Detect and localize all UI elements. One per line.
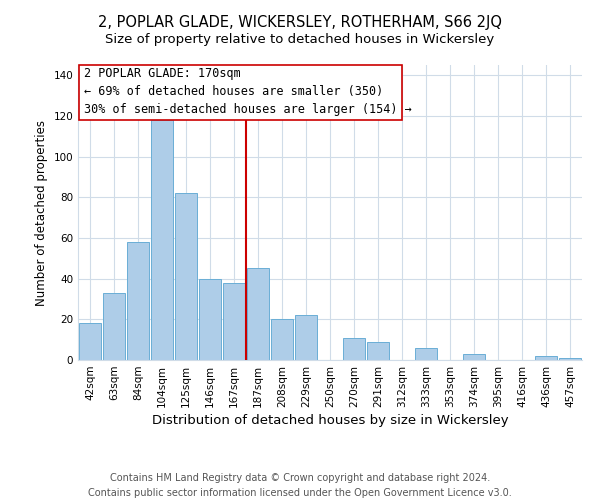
Bar bbox=[79, 324, 101, 360]
Text: 2 POPLAR GLADE: 170sqm
← 69% of detached houses are smaller (350)
30% of semi-de: 2 POPLAR GLADE: 170sqm ← 69% of detached… bbox=[84, 66, 412, 116]
Bar bbox=[343, 338, 365, 360]
Bar bbox=[127, 242, 149, 360]
Bar bbox=[559, 358, 581, 360]
Text: Size of property relative to detached houses in Wickersley: Size of property relative to detached ho… bbox=[106, 32, 494, 46]
Bar bbox=[415, 348, 437, 360]
Bar bbox=[367, 342, 389, 360]
Text: 2, POPLAR GLADE, WICKERSLEY, ROTHERHAM, S66 2JQ: 2, POPLAR GLADE, WICKERSLEY, ROTHERHAM, … bbox=[98, 15, 502, 30]
Text: Contains HM Land Registry data © Crown copyright and database right 2024.
Contai: Contains HM Land Registry data © Crown c… bbox=[88, 472, 512, 498]
Bar bbox=[103, 293, 125, 360]
Y-axis label: Number of detached properties: Number of detached properties bbox=[35, 120, 48, 306]
Bar bbox=[199, 278, 221, 360]
Bar bbox=[295, 315, 317, 360]
X-axis label: Distribution of detached houses by size in Wickersley: Distribution of detached houses by size … bbox=[152, 414, 508, 427]
FancyBboxPatch shape bbox=[79, 65, 402, 120]
Bar bbox=[271, 320, 293, 360]
Bar bbox=[223, 282, 245, 360]
Bar bbox=[535, 356, 557, 360]
Bar bbox=[247, 268, 269, 360]
Bar bbox=[175, 193, 197, 360]
Bar bbox=[151, 120, 173, 360]
Bar bbox=[463, 354, 485, 360]
